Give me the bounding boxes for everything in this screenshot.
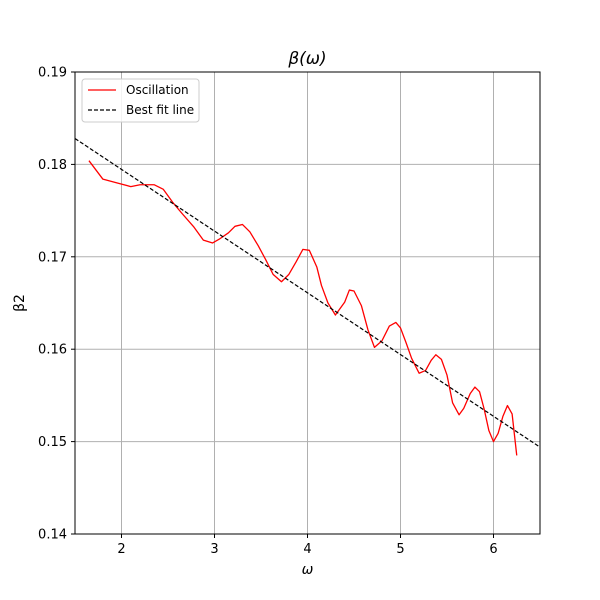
legend-oscillation-label: Oscillation	[126, 83, 189, 97]
y-tick-label: 0.17	[38, 250, 67, 265]
legend-best-fit-label: Best fit line	[126, 103, 194, 117]
axis-ticks: 2 3 4 5 6 0.14 0.15 0.16 0.17 0.18 0.19	[38, 66, 498, 558]
y-tick-label: 0.16	[38, 343, 67, 358]
x-tick-label: 2	[117, 542, 125, 557]
oscillation-line	[88, 160, 518, 456]
legend: Oscillation Best fit line	[81, 78, 200, 123]
x-tick-label: 4	[303, 542, 311, 557]
grid	[75, 71, 540, 535]
y-tick-label: 0.18	[38, 158, 67, 173]
x-tick-label: 6	[489, 542, 497, 557]
plot-series	[74, 138, 541, 456]
x-tick-label: 3	[210, 542, 218, 557]
best-fit-line	[74, 138, 541, 448]
y-axis-label: β2	[12, 294, 28, 312]
chart-title: β(ω)	[287, 49, 326, 69]
y-tick-label: 0.15	[38, 435, 67, 450]
x-tick-label: 5	[396, 542, 404, 557]
y-tick-label: 0.14	[38, 528, 67, 543]
x-axis-label: ω	[302, 562, 314, 578]
y-tick-label: 0.19	[38, 66, 67, 81]
